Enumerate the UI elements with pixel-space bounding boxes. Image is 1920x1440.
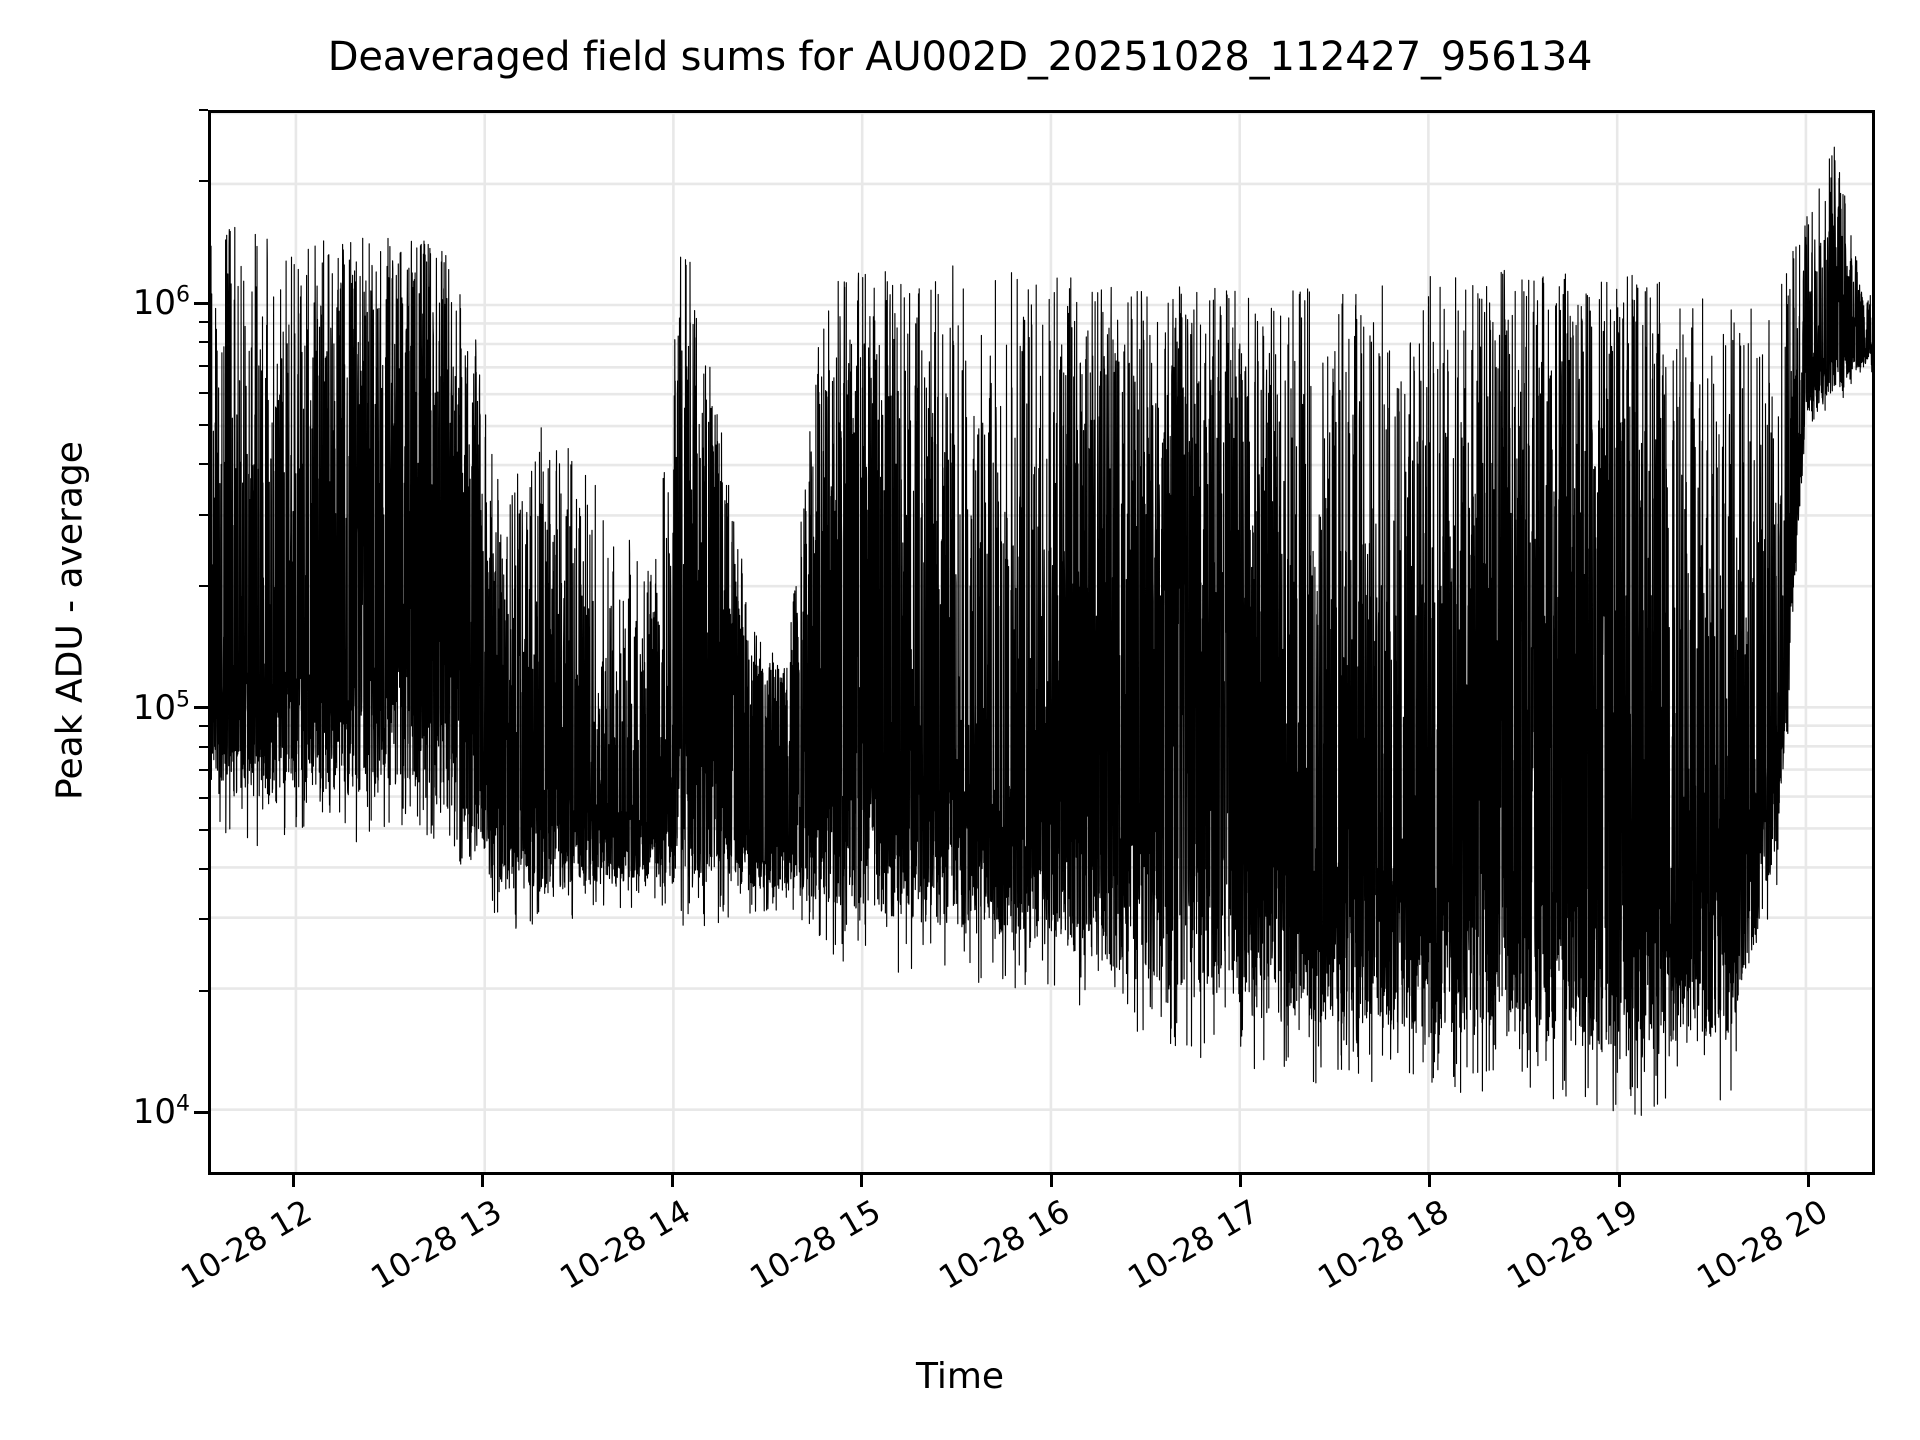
y-minor-tick-mark [199, 180, 208, 183]
y-tick-label: 106 [132, 282, 190, 324]
x-tick-label: 10-28 14 [553, 1192, 698, 1297]
y-minor-tick-mark [199, 109, 208, 111]
x-tick-mark [1807, 1175, 1811, 1187]
y-minor-tick-mark [199, 745, 208, 748]
y-axis-label: Peak ADU - average [49, 441, 91, 800]
x-tick-label: 10-28 17 [1121, 1192, 1266, 1297]
y-tick-label: 104 [132, 1091, 190, 1133]
y-minor-tick-mark [199, 918, 208, 921]
y-tick-mark [194, 1110, 208, 1114]
x-tick-mark [1428, 1175, 1432, 1187]
y-minor-tick-mark [199, 423, 208, 426]
y-minor-tick-mark [199, 796, 208, 799]
y-minor-tick-mark [199, 867, 208, 870]
y-minor-tick-mark [199, 391, 208, 394]
x-tick-mark [481, 1175, 485, 1187]
x-tick-mark [670, 1175, 674, 1187]
x-tick-label: 10-28 18 [1311, 1192, 1455, 1297]
x-tick-label: 10-28 16 [932, 1192, 1076, 1297]
y-minor-tick-mark [199, 725, 208, 728]
y-tick-mark [194, 301, 208, 305]
x-tick-mark [291, 1175, 295, 1187]
x-tick-mark [1238, 1175, 1242, 1187]
y-tick-label: 105 [132, 687, 190, 728]
y-minor-tick-mark [199, 320, 208, 323]
y-minor-tick-mark [199, 341, 208, 344]
y-tick-mark [194, 706, 208, 710]
y-axis-tick-labels: 104 105 106 [0, 0, 208, 1440]
y-minor-tick-mark [199, 463, 208, 466]
x-tick-label: 10-28 13 [364, 1192, 508, 1297]
data-series-line [211, 113, 1872, 1172]
x-axis-label: Time [915, 1356, 1005, 1397]
x-tick-label: 10-28 12 [174, 1192, 319, 1297]
x-tick-label: 10-28 20 [1690, 1192, 1834, 1297]
y-minor-tick-mark [199, 584, 208, 587]
x-tick-mark [1049, 1175, 1053, 1187]
y-minor-tick-mark [199, 828, 208, 831]
y-minor-tick-mark [199, 769, 208, 772]
y-minor-tick-mark [199, 989, 208, 992]
plot-area[interactable] [208, 110, 1875, 1175]
x-tick-mark [860, 1175, 863, 1187]
y-minor-tick-mark [199, 364, 208, 367]
x-tick-label: 10-28 15 [742, 1192, 887, 1297]
y-minor-tick-mark [199, 513, 208, 516]
x-tick-mark [1617, 1175, 1621, 1187]
x-tick-label: 10-28 19 [1500, 1192, 1645, 1297]
chart-title: Deaveraged field sums for AU002D_2025102… [327, 34, 1593, 80]
